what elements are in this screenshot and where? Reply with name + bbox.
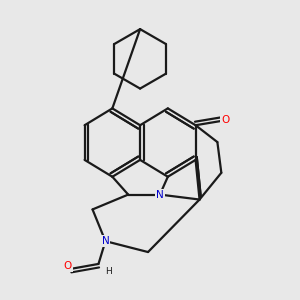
Text: O: O	[221, 115, 230, 125]
Text: N: N	[101, 236, 109, 246]
Text: O: O	[64, 261, 72, 271]
Text: N: N	[156, 190, 164, 200]
Text: H: H	[106, 267, 112, 276]
